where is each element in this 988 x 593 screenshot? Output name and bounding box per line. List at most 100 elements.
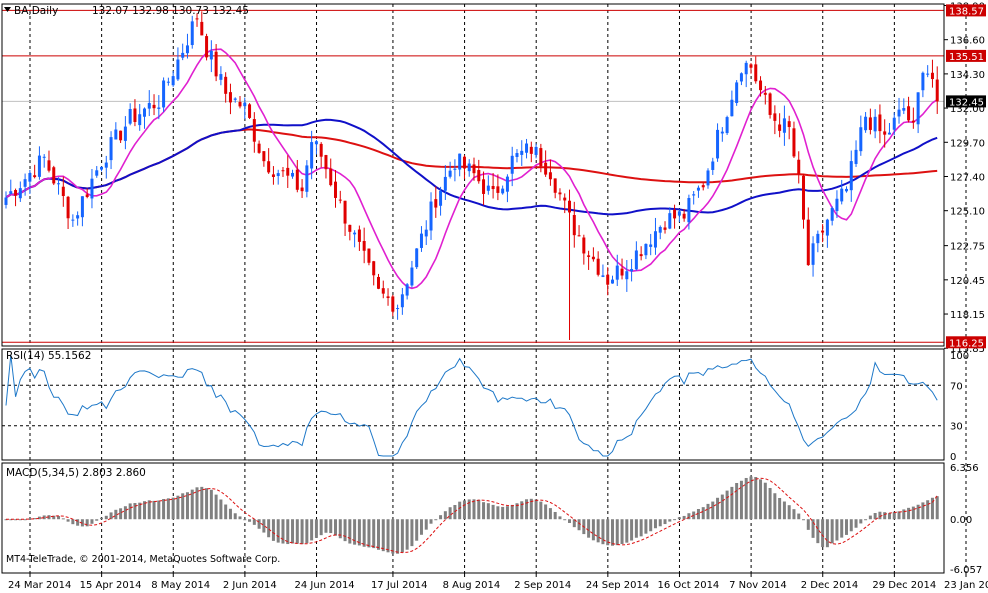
macd-histogram-bar bbox=[897, 511, 901, 520]
date-tick-label: 24 Mar 2014 bbox=[8, 580, 71, 591]
bull-candle bbox=[123, 126, 127, 141]
macd-histogram-bar bbox=[935, 496, 939, 520]
bear-candle bbox=[434, 199, 438, 208]
bull-candle bbox=[505, 176, 509, 192]
macd-histogram-bar bbox=[209, 489, 213, 520]
bull-candle bbox=[104, 162, 108, 168]
macd-histogram-bar bbox=[868, 515, 872, 520]
bull-candle bbox=[76, 215, 80, 219]
rsi-tick-label: 30 bbox=[950, 422, 963, 433]
macd-histogram-bar bbox=[768, 487, 772, 520]
macd-histogram-bar bbox=[816, 519, 820, 544]
price-tick-label: 132.00 bbox=[950, 104, 985, 115]
bear-candle bbox=[248, 104, 252, 118]
bull-candle bbox=[28, 173, 32, 182]
macd-tick-label: -6.057 bbox=[950, 565, 982, 576]
macd-histogram-bar bbox=[448, 507, 452, 520]
macd-histogram-bar bbox=[334, 519, 338, 536]
date-tick-label: 2 Dec 2014 bbox=[801, 580, 859, 591]
bear-candle bbox=[477, 170, 481, 182]
macd-histogram-bar bbox=[171, 497, 175, 520]
bull-candle bbox=[615, 265, 619, 280]
bear-candle bbox=[606, 274, 610, 285]
macd-histogram-bar bbox=[219, 499, 223, 520]
macd-histogram-bar bbox=[587, 519, 591, 538]
bull-candle bbox=[610, 279, 614, 284]
macd-histogram-bar bbox=[916, 504, 920, 520]
bull-candle bbox=[644, 243, 648, 256]
bear-candle bbox=[778, 124, 782, 131]
bear-candle bbox=[787, 121, 791, 128]
bear-candle bbox=[271, 174, 275, 177]
macd-histogram-bar bbox=[200, 486, 204, 520]
bear-candle bbox=[911, 120, 915, 123]
bull-candle bbox=[687, 198, 691, 223]
bull-candle bbox=[835, 198, 839, 212]
macd-histogram-bar bbox=[4, 519, 8, 521]
bear-candle bbox=[806, 219, 810, 266]
macd-histogram-bar bbox=[367, 519, 371, 548]
macd-histogram-bar bbox=[238, 516, 242, 520]
bear-candle bbox=[587, 255, 591, 257]
macd-histogram-bar bbox=[224, 504, 228, 520]
macd-histogram-bar bbox=[405, 519, 409, 550]
macd-histogram-bar bbox=[415, 519, 419, 541]
macd-histogram-bar bbox=[835, 519, 839, 541]
fast-ma-line bbox=[5, 48, 938, 290]
macd-histogram-bar bbox=[849, 519, 853, 532]
bear-candle bbox=[596, 258, 600, 275]
bull-candle bbox=[396, 308, 400, 310]
bull-candle bbox=[696, 187, 700, 191]
bull-candle bbox=[429, 201, 433, 231]
bear-candle bbox=[66, 196, 70, 219]
macd-histogram-bar bbox=[166, 498, 170, 520]
copyright-text: MT4-TeleTrade, © 2001-2014, MetaQuotes S… bbox=[6, 554, 280, 565]
date-tick-label: 15 Apr 2014 bbox=[80, 580, 142, 591]
macd-histogram-bar bbox=[572, 519, 576, 528]
macd-histogram-bar bbox=[787, 505, 791, 520]
axes bbox=[1, 3, 945, 574]
bull-candle bbox=[887, 132, 891, 135]
macd-histogram-bar bbox=[57, 516, 61, 520]
bull-candle bbox=[816, 233, 820, 244]
macd-histogram-bar bbox=[462, 500, 466, 520]
bull-candle bbox=[625, 271, 629, 280]
macd-histogram-bar bbox=[291, 519, 295, 544]
macd-histogram-bar bbox=[176, 495, 180, 520]
macd-histogram-bar bbox=[739, 480, 743, 520]
macd-histogram-bar bbox=[123, 506, 127, 520]
bull-candle bbox=[314, 141, 318, 145]
date-tick-label: 16 Oct 2014 bbox=[657, 580, 719, 591]
macd-histogram-bar bbox=[33, 518, 37, 520]
bear-candle bbox=[47, 160, 51, 171]
macd-histogram-bar bbox=[295, 519, 299, 544]
bull-candle bbox=[677, 211, 681, 216]
macd-histogram-bar bbox=[606, 519, 610, 546]
bear-candle bbox=[329, 168, 333, 186]
date-tick-label: 24 Jun 2014 bbox=[295, 580, 355, 591]
bear-candle bbox=[338, 199, 342, 201]
dropdown-icon[interactable] bbox=[4, 7, 11, 12]
macd-histogram-bar bbox=[887, 513, 891, 520]
bear-candle bbox=[868, 117, 872, 130]
bull-candle bbox=[147, 103, 151, 109]
bear-candle bbox=[324, 155, 328, 170]
bull-candle bbox=[902, 108, 906, 111]
price-tick-label: 118.15 bbox=[950, 310, 985, 321]
bull-candle bbox=[128, 109, 132, 124]
macd-histogram-bar bbox=[472, 499, 476, 520]
macd-histogram-bar bbox=[114, 509, 118, 520]
bear-candle bbox=[591, 256, 595, 260]
date-tick-label: 8 May 2014 bbox=[151, 580, 210, 591]
macd-histogram-bar bbox=[152, 500, 156, 520]
grid bbox=[29, 4, 967, 573]
bull-candle bbox=[310, 142, 314, 169]
price-tick-label: 134.30 bbox=[950, 70, 985, 81]
macd-histogram-bar bbox=[439, 515, 443, 520]
macd-histogram-bar bbox=[214, 494, 218, 520]
macd-histogram-bar bbox=[782, 501, 786, 520]
macd-histogram-bar bbox=[162, 499, 166, 520]
macd-histogram-bar bbox=[477, 499, 481, 520]
macd-histogram-bar bbox=[9, 519, 13, 521]
